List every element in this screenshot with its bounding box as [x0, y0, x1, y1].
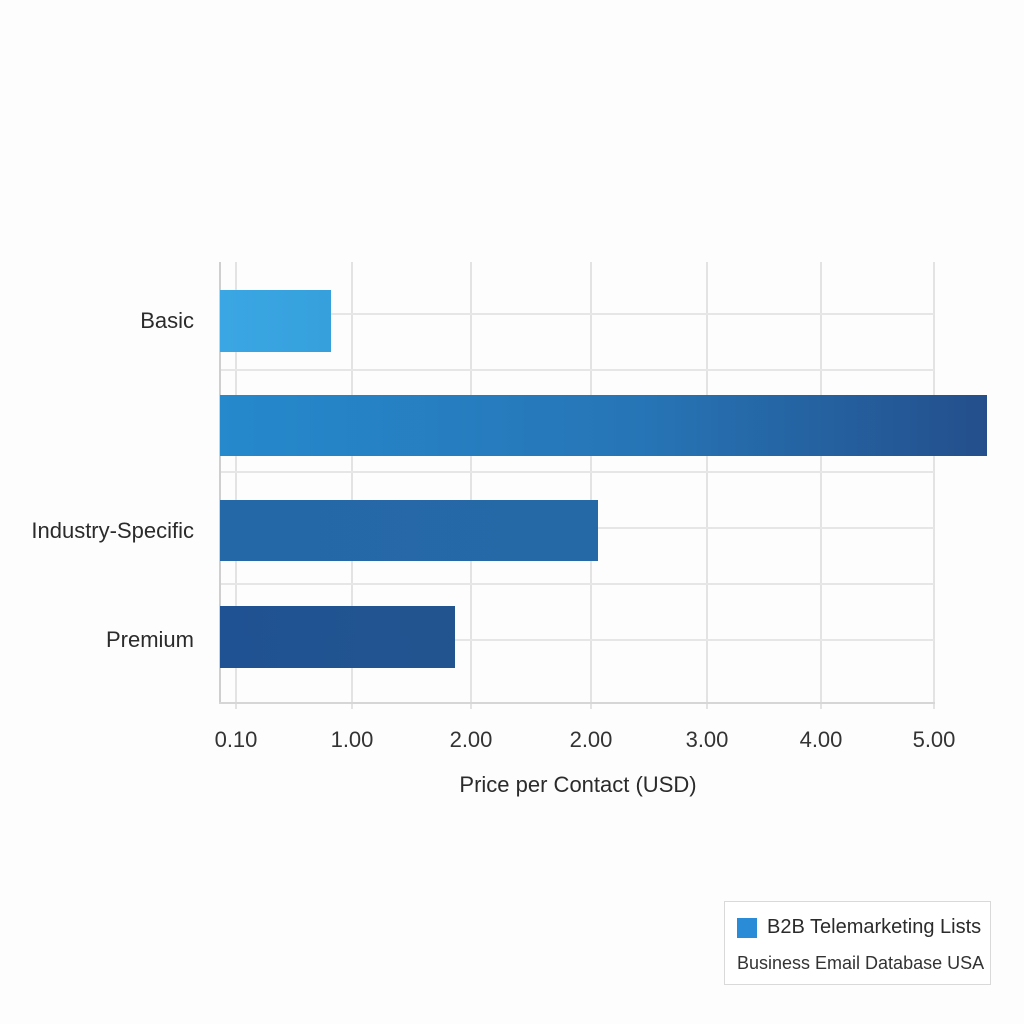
y-label-basic: Basic [140, 308, 194, 333]
x-axis-line [219, 702, 935, 704]
gridline-y [220, 471, 934, 473]
gridline-x [820, 262, 822, 709]
x-tick-label: 2.00 [569, 727, 613, 752]
legend: B2B Telemarketing Lists Business Email D… [724, 901, 991, 985]
gridline-x [933, 262, 935, 709]
x-tick-label: 0.10 [214, 727, 258, 752]
y-axis-line [219, 262, 221, 704]
x-tick-label: 5.00 [912, 727, 956, 752]
x-tick-label: 2.00 [449, 727, 493, 752]
legend-swatch-icon [737, 917, 757, 938]
bar-premium [220, 606, 455, 668]
y-label-premium: Premium [105, 627, 194, 652]
gridline-x [706, 262, 708, 709]
bar-unlabeled [220, 395, 987, 456]
legend-label: B2B Telemarketing Lists [767, 916, 982, 938]
legend-item-b2b-telemarketing: B2B Telemarketing Lists [737, 916, 981, 939]
y-label-industry-specific: Industry-Specific [31, 518, 194, 543]
bar-industry-specific [220, 500, 598, 561]
gridline-x [590, 262, 592, 709]
gridline-x [235, 262, 237, 709]
x-tick-label: 3.00 [685, 727, 729, 752]
x-tick-label: 1.00 [330, 727, 374, 752]
legend-item-business-email: Business Email Database USA [737, 953, 985, 973]
gridline-y [220, 369, 934, 371]
bar-basic [220, 290, 331, 352]
gridline-y [220, 313, 934, 315]
gridline-x [351, 262, 353, 709]
gridline-y [220, 639, 934, 641]
gridline-x [470, 262, 472, 709]
x-axis-title: Price per Contact (USD) [459, 772, 697, 797]
gridline-y [220, 583, 934, 585]
x-tick-label: 4.00 [799, 727, 843, 752]
